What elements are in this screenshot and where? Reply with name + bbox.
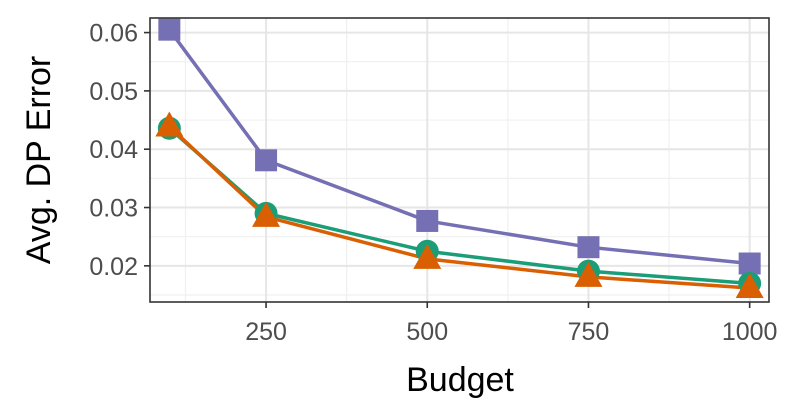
plot-panel-border	[149, 17, 770, 303]
y-axis-title: Avg. DP Error	[20, 56, 58, 264]
triangle-marker	[413, 243, 442, 269]
triangle-marker	[252, 201, 281, 227]
x-axis-title: Budget	[406, 361, 514, 399]
triangle-marker	[574, 261, 603, 287]
series-markers	[155, 18, 764, 299]
x-tick-label: 1000	[722, 318, 778, 346]
y-tick-label: 0.05	[89, 78, 138, 106]
x-tick-label: 250	[245, 318, 287, 346]
square-marker	[416, 209, 439, 232]
square-marker	[577, 236, 600, 259]
y-tick-label: 0.02	[89, 253, 138, 281]
x-tick-label: 750	[568, 318, 610, 346]
y-axis-ticks: 0.02 0.03 0.04 0.05 0.06	[89, 20, 150, 281]
series-line-square	[167, 28, 750, 266]
square-marker	[255, 149, 278, 172]
triangle-marker	[735, 273, 764, 299]
square-marker	[158, 18, 181, 41]
grid	[150, 18, 769, 302]
y-tick-label: 0.03	[89, 195, 138, 223]
y-tick-label: 0.06	[89, 20, 138, 48]
square-marker	[738, 252, 761, 275]
y-tick-label: 0.04	[89, 136, 138, 164]
x-axis-ticks: 250 500 750 1000	[245, 302, 777, 346]
triangle-marker	[155, 111, 184, 137]
x-tick-label: 500	[406, 318, 448, 346]
